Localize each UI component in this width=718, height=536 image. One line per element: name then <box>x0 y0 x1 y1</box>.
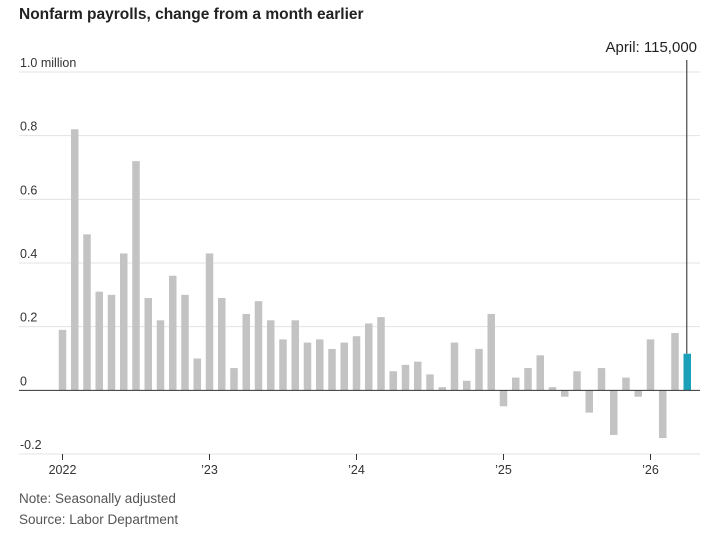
bar <box>352 336 361 391</box>
bar <box>193 358 201 391</box>
y-tick-label: 0.8 <box>20 120 37 134</box>
bar <box>389 371 397 391</box>
x-tick-label: ’23 <box>201 463 218 477</box>
bar <box>597 368 606 391</box>
bar <box>536 355 544 391</box>
x-tick-label: ’26 <box>642 463 659 477</box>
bar <box>144 298 152 391</box>
bar <box>438 387 446 391</box>
bar <box>573 371 581 391</box>
bar <box>401 364 410 391</box>
bar <box>512 377 520 391</box>
bar <box>205 253 214 391</box>
x-tick-label: ’25 <box>495 463 512 477</box>
gridlines <box>19 71 700 455</box>
bar <box>181 294 189 391</box>
bar <box>610 390 618 435</box>
x-tick-label: ’24 <box>348 463 365 477</box>
bar <box>561 390 569 397</box>
bar-highlight <box>683 353 691 391</box>
bar <box>279 339 287 391</box>
y-tick-label: 0 <box>20 374 27 388</box>
y-tick-label: -0.2 <box>20 438 42 452</box>
bar <box>156 320 165 391</box>
bar <box>585 390 593 413</box>
bar <box>340 342 348 391</box>
bar <box>634 390 642 397</box>
bar <box>169 275 177 391</box>
bar <box>414 361 422 391</box>
bar <box>548 387 557 391</box>
tick-labels: 2022 ’23 ’24 ’25 ’26 1.0 million 0.8 0.6 0.4 0.2 0… <box>20 56 659 477</box>
bar <box>83 234 91 391</box>
bar <box>426 374 434 391</box>
bar <box>291 320 299 391</box>
note-text: Note: Seasonally adjusted <box>19 491 176 506</box>
bar <box>242 313 250 391</box>
bar <box>218 298 226 391</box>
chart-title: Nonfarm payrolls, change from a month ea… <box>19 6 364 23</box>
bar <box>450 342 459 391</box>
y-tick-label: 1.0 million <box>20 56 76 70</box>
bar <box>267 320 275 391</box>
y-tick-label: 0.4 <box>20 247 37 261</box>
annotation: April: 115,000 <box>606 39 697 354</box>
bar <box>120 253 128 391</box>
bar <box>365 323 373 391</box>
bar <box>622 377 630 391</box>
bar <box>95 291 103 391</box>
bar <box>316 339 324 391</box>
bar <box>499 390 508 407</box>
x-tick-label: 2022 <box>49 463 77 477</box>
axes <box>19 389 700 460</box>
bar <box>671 333 679 391</box>
bars <box>58 129 691 439</box>
bar <box>646 339 655 391</box>
bar <box>475 348 483 391</box>
bar <box>58 329 67 391</box>
bar <box>107 294 116 391</box>
bar <box>303 342 312 391</box>
annotation-label: April: 115,000 <box>606 39 697 56</box>
y-tick-label: 0.2 <box>20 311 37 325</box>
bar <box>254 301 263 391</box>
bar <box>524 368 532 391</box>
bar <box>71 129 79 391</box>
bar <box>230 368 238 391</box>
bar <box>377 317 385 391</box>
y-tick-label: 0.6 <box>20 183 37 197</box>
source-text: Source: Labor Department <box>19 512 179 527</box>
bar <box>487 313 495 391</box>
bar <box>328 348 336 391</box>
bar <box>463 380 471 391</box>
bar <box>659 390 667 439</box>
bar <box>132 161 140 391</box>
